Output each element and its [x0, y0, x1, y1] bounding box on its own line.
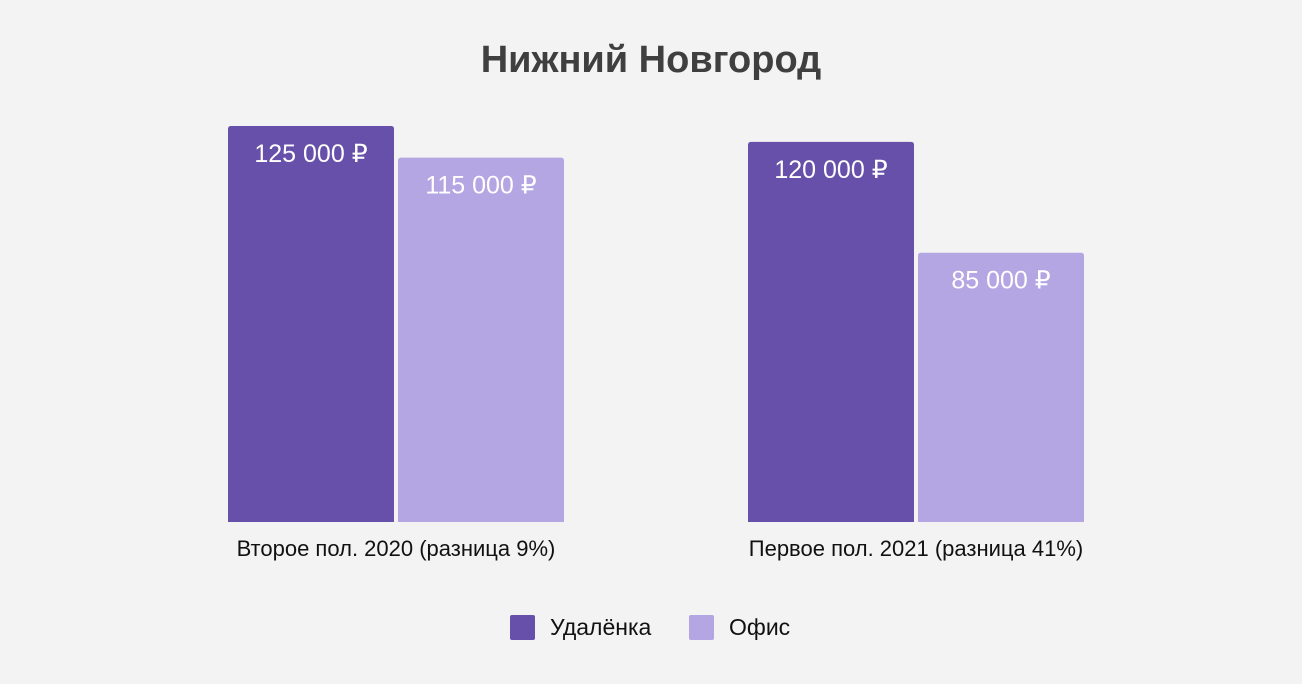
bar-value-label-office-1: 115 000 ₽	[425, 172, 536, 200]
bar-value-label-remote-2: 120 000 ₽	[774, 156, 887, 184]
bar-remote-2	[748, 141, 914, 522]
legend-swatch-remote	[510, 615, 535, 640]
bar-office-2	[918, 252, 1084, 522]
bar-office-1	[398, 157, 564, 522]
category-labels: Второе пол. 2020 (разница 9%) Первое пол.…	[237, 536, 1084, 561]
category-label-1: Второе пол. 2020 (разница 9%)	[237, 536, 556, 561]
legend-swatch-office	[689, 615, 714, 640]
bar-value-label-remote-1: 125 000 ₽	[254, 140, 367, 168]
bar-value-label-office-2: 85 000 ₽	[951, 267, 1050, 295]
legend-label-office: Офис	[729, 614, 790, 640]
bars-group: 125 000 ₽ 115 000 ₽ 120 000 ₽ 85 000 ₽	[228, 126, 1084, 522]
legend: Удалёнка Офис	[510, 614, 790, 640]
legend-label-remote: Удалёнка	[550, 614, 652, 640]
bar-remote-1	[228, 126, 394, 522]
chart-title: Нижний Новгород	[481, 39, 822, 81]
category-label-2: Первое пол. 2021 (разница 41%)	[749, 536, 1083, 561]
